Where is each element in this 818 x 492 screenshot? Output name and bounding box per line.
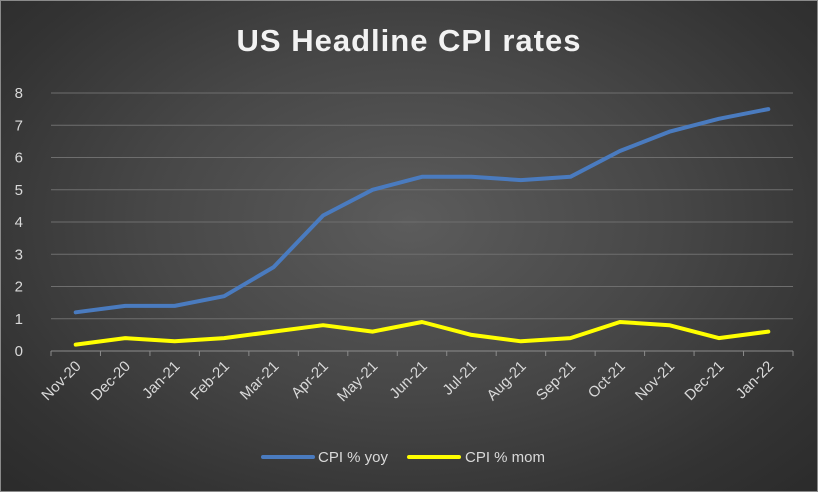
y-tick-label: 4 (15, 214, 23, 231)
x-tick-label: May-21 (334, 358, 381, 405)
x-tick-label: Sep-21 (533, 358, 579, 404)
y-tick-label: 7 (15, 117, 23, 134)
y-tick-label: 5 (15, 182, 23, 199)
y-tick-label: 1 (15, 311, 23, 328)
axes (50, 350, 794, 356)
y-tick-label: 2 (15, 279, 23, 296)
x-tick-label: Mar-21 (237, 358, 283, 404)
legend-label: CPI % mom (465, 449, 545, 466)
legend: CPI % yoy CPI % mom (261, 449, 545, 466)
x-tick-label: Aug-21 (484, 358, 530, 404)
x-tick-label: Apr-21 (288, 358, 332, 402)
y-tick-label: 0 (15, 343, 23, 360)
y-tick-label: 6 (15, 150, 23, 167)
x-tick-labels: Nov-20 Dec-20 Jan-21 Feb-21 Mar-21 Apr-21 May-… (38, 358, 777, 405)
x-tick-label: Oct-21 (585, 358, 629, 402)
x-tick-label: Jan-22 (733, 358, 777, 402)
x-tick-label: Jul-21 (439, 358, 480, 399)
x-tick-label: Nov-20 (38, 358, 84, 404)
series-line-2 (73, 320, 771, 347)
y-tick-label: 8 (15, 85, 23, 102)
x-tick-label: Feb-21 (187, 358, 233, 404)
series-lines (73, 107, 771, 347)
x-tick-label: Dec-21 (681, 358, 727, 404)
x-tick-label: Jan-21 (139, 358, 183, 402)
gridlines (51, 92, 793, 320)
chart-title: US Headline CPI rates (236, 23, 582, 58)
x-tick-label: Dec-20 (88, 358, 134, 404)
x-tick-label: Nov-21 (632, 358, 678, 404)
legend-label: CPI % yoy (318, 449, 389, 466)
y-tick-labels: 0 1 2 3 4 5 6 7 8 (15, 85, 23, 360)
y-tick-label: 3 (15, 246, 23, 263)
x-tick-label: Jun-21 (386, 358, 430, 402)
series-line-1 (73, 107, 771, 315)
